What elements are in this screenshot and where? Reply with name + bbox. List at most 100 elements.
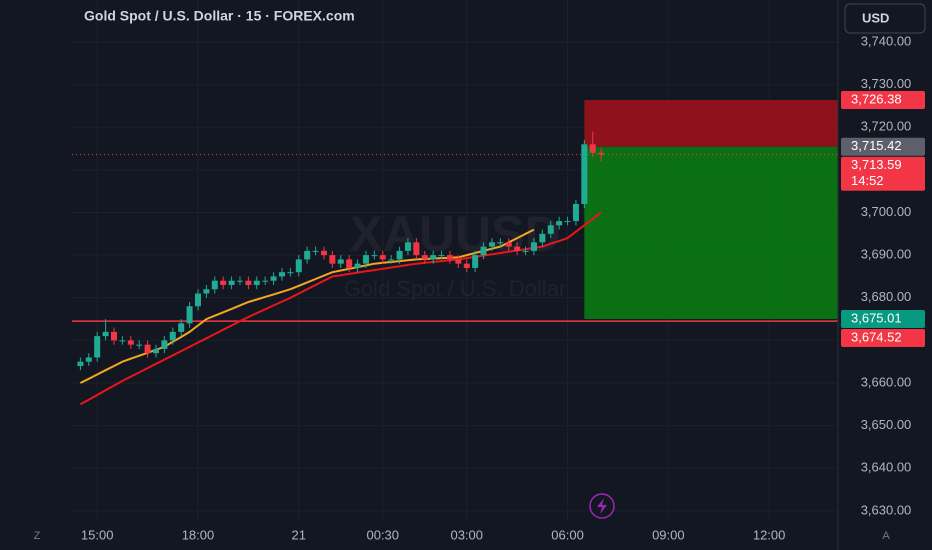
candle-body bbox=[556, 221, 563, 226]
watermark-subtitle: Gold Spot / U.S. Dollar bbox=[344, 276, 567, 301]
candle-body bbox=[404, 242, 411, 251]
alert-icon[interactable] bbox=[589, 493, 615, 519]
candle-body bbox=[564, 221, 571, 223]
price-label-box bbox=[841, 137, 925, 156]
price-label: 3,713.59 bbox=[851, 157, 902, 172]
candle-body bbox=[85, 357, 92, 362]
candle-body bbox=[346, 259, 353, 268]
currency-button[interactable] bbox=[844, 3, 926, 34]
y-tick-label: 3,680.00 bbox=[861, 289, 912, 304]
candle-body bbox=[186, 306, 193, 324]
candle-body bbox=[354, 263, 361, 268]
candle-body bbox=[295, 259, 302, 273]
candle-body bbox=[472, 255, 479, 268]
y-tick-label: 3,690.00 bbox=[861, 247, 912, 262]
candle-body bbox=[430, 255, 437, 260]
candle-body bbox=[589, 144, 596, 153]
candle-body bbox=[136, 344, 143, 346]
candle-body bbox=[203, 289, 210, 294]
candle-body bbox=[312, 250, 319, 252]
candle-body bbox=[547, 225, 554, 234]
price-label: 3,726.38 bbox=[851, 91, 902, 106]
countdown: 14:52 bbox=[851, 173, 884, 188]
candle-body bbox=[539, 233, 546, 243]
x-tick-label: 18:00 bbox=[182, 527, 215, 542]
price-label: 3,674.52 bbox=[851, 329, 902, 344]
x-tick-label: 03:00 bbox=[450, 527, 483, 542]
x-tick-label: 00:30 bbox=[366, 527, 399, 542]
candle-body bbox=[371, 255, 378, 257]
y-tick-label: 3,650.00 bbox=[861, 417, 912, 432]
candle-body bbox=[497, 242, 504, 244]
target-zone bbox=[584, 146, 838, 320]
alert-bolt[interactable] bbox=[597, 498, 607, 514]
candle-body bbox=[379, 255, 386, 260]
x-tick-label: 09:00 bbox=[652, 527, 685, 542]
y-tick-label: 3,640.00 bbox=[861, 460, 912, 475]
x-tick-label: 12:00 bbox=[753, 527, 786, 542]
candle-body bbox=[278, 272, 285, 277]
candle-body bbox=[304, 250, 311, 260]
candle-body bbox=[152, 348, 159, 354]
price-label-box bbox=[841, 156, 925, 191]
candle-body bbox=[253, 280, 260, 285]
candle-body bbox=[598, 152, 605, 155]
y-tick-label: 3,700.00 bbox=[861, 204, 912, 219]
auto-scale-control[interactable]: A bbox=[882, 530, 890, 542]
candle-body bbox=[337, 259, 344, 264]
price-label-box bbox=[841, 91, 925, 110]
stop-zone bbox=[584, 100, 838, 147]
candle-body bbox=[119, 340, 126, 342]
candle-body bbox=[530, 242, 537, 251]
candle-body bbox=[463, 263, 470, 268]
candle-body bbox=[488, 242, 495, 247]
price-label: 3,715.42 bbox=[851, 138, 902, 153]
candle-body bbox=[320, 250, 327, 256]
candle-body bbox=[110, 331, 117, 341]
candle-body bbox=[211, 280, 218, 290]
price-label: 3,675.01 bbox=[851, 310, 902, 325]
candle-body bbox=[388, 259, 395, 261]
candle-body bbox=[94, 336, 101, 358]
candle-body bbox=[396, 250, 403, 260]
y-tick-label: 3,660.00 bbox=[861, 374, 912, 389]
candle-body bbox=[161, 340, 168, 349]
candle-body bbox=[228, 280, 235, 285]
candle-body bbox=[581, 144, 588, 204]
watermark: XAUUSD bbox=[349, 206, 560, 262]
axes: 3,630.003,640.003,650.003,660.003,670.00… bbox=[81, 33, 925, 542]
candle-body bbox=[194, 293, 201, 307]
candle-body bbox=[413, 242, 420, 256]
x-tick-label: 06:00 bbox=[551, 527, 584, 542]
candle-body bbox=[127, 340, 134, 345]
candle-body bbox=[287, 272, 294, 274]
currency-label[interactable]: USD bbox=[862, 10, 889, 25]
x-tick-label: 21 bbox=[292, 527, 306, 542]
candle-body bbox=[362, 255, 369, 264]
plot bbox=[72, 100, 838, 406]
candle-body bbox=[421, 255, 428, 260]
candle-body bbox=[169, 331, 176, 341]
y-tick-label: 3,740.00 bbox=[861, 33, 912, 48]
y-tick-label: 3,730.00 bbox=[861, 76, 912, 91]
candle-body bbox=[438, 255, 445, 257]
candle-body bbox=[514, 246, 521, 251]
candle-body bbox=[245, 280, 252, 285]
candle-body bbox=[236, 280, 243, 282]
y-tick-label: 3,630.00 bbox=[861, 502, 912, 517]
y-tick-label: 3,720.00 bbox=[861, 119, 912, 134]
candle-body bbox=[522, 250, 529, 252]
candle-body bbox=[262, 280, 269, 282]
x-tick-label: 15:00 bbox=[81, 527, 114, 542]
candle-body bbox=[505, 242, 512, 247]
candle-body bbox=[446, 255, 453, 260]
candle-body bbox=[102, 331, 109, 337]
candle-body bbox=[329, 255, 336, 264]
zoom-control[interactable]: Z bbox=[34, 530, 41, 542]
chart-title: Gold Spot / U.S. Dollar · 15 · FOREX.com bbox=[84, 8, 355, 24]
price-label-box bbox=[841, 329, 925, 348]
candle-body bbox=[480, 246, 487, 256]
candle-body bbox=[572, 203, 579, 222]
